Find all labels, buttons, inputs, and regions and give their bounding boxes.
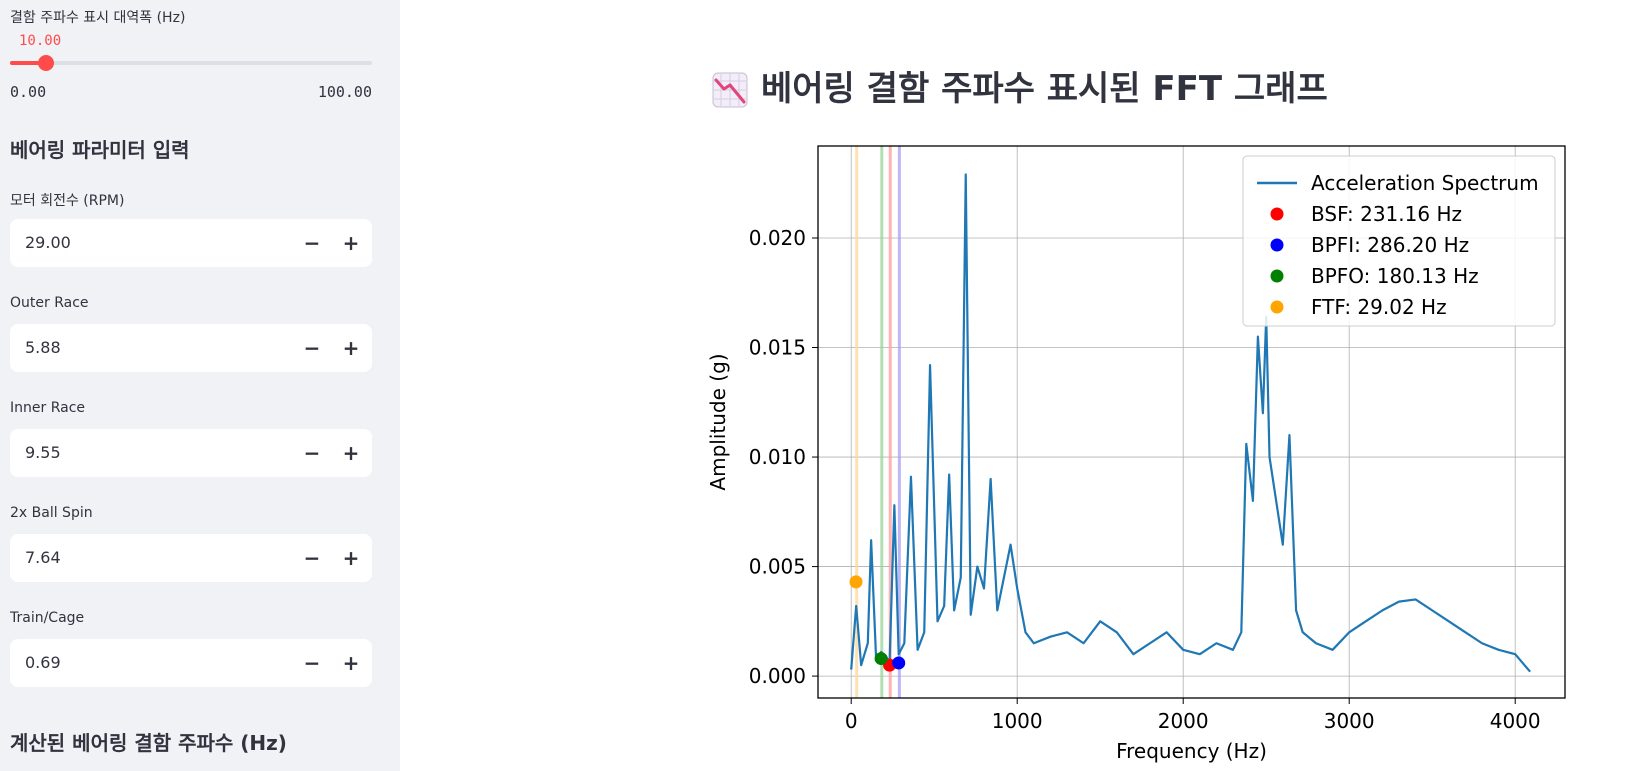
x-tick-label: 0 — [845, 709, 858, 733]
slider-max-label: 100.00 — [317, 83, 372, 101]
slider-min-label: 0.00 — [10, 83, 47, 101]
train-cage-label: Train/Cage — [10, 610, 85, 626]
y-tick-label: 0.020 — [749, 226, 806, 250]
inner-race-increment-button[interactable]: + — [342, 441, 360, 465]
rpm-label: 모터 회전수 (RPM) — [10, 193, 125, 209]
legend-label: BPFO: 180.13 Hz — [1311, 264, 1479, 288]
inner-race-decrement-button[interactable]: − — [303, 441, 321, 465]
legend: Acceleration Spectrum BSF: 231.16 Hz BPFI:… — [1242, 155, 1556, 327]
slider-fill — [10, 61, 47, 65]
outer-race-input[interactable]: 5.88 − + — [10, 324, 372, 372]
defect-band — [855, 146, 859, 698]
ball-spin-label: 2x Ball Spin — [10, 505, 93, 521]
legend-label: FTF: 29.02 Hz — [1311, 295, 1447, 319]
bearing-params-heading: 베어링 파라미터 입력 — [10, 138, 190, 162]
chart-decreasing-icon — [712, 72, 748, 108]
defect-band — [880, 146, 884, 698]
rpm-decrement-button[interactable]: − — [303, 231, 321, 255]
fft-chart: 0 1000 2000 3000 4000 0.000 0.005 0.010 0.015 0.0… — [706, 145, 1566, 763]
legend-label: BSF: 231.16 Hz — [1311, 202, 1462, 226]
page-title: 베어링 결함 주파수 표시된 FFT 그래프 — [761, 69, 1328, 109]
ball-spin-value[interactable]: 7.64 — [25, 548, 61, 567]
x-axis-label: Frequency (Hz) — [1116, 739, 1267, 763]
bandwidth-slider[interactable] — [10, 55, 372, 71]
y-tick-label: 0.015 — [749, 336, 806, 360]
x-tick-label: 3000 — [1324, 709, 1375, 733]
ball-spin-increment-button[interactable]: + — [342, 546, 360, 570]
legend-marker-swatch — [1270, 300, 1284, 314]
x-tick-label: 1000 — [992, 709, 1043, 733]
train-cage-input[interactable]: 0.69 − + — [10, 639, 372, 687]
outer-race-decrement-button[interactable]: − — [303, 336, 321, 360]
legend-marker-swatch — [1270, 269, 1284, 283]
legend-box — [1242, 155, 1556, 327]
y-tick-label: 0.005 — [749, 555, 806, 579]
bandwidth-slider-value: 10.00 — [19, 33, 62, 49]
ball-spin-input[interactable]: 7.64 − + — [10, 534, 372, 582]
defect-marker — [892, 656, 906, 670]
defect-marker — [849, 575, 863, 589]
y-axis-label: Amplitude (g) — [706, 353, 730, 490]
legend-marker-swatch — [1270, 207, 1284, 221]
rpm-value[interactable]: 29.00 — [25, 233, 71, 252]
slider-thumb[interactable] — [38, 55, 55, 71]
defect-marker — [874, 652, 888, 666]
plot-frame — [817, 145, 1566, 699]
x-tick-label: 2000 — [1158, 709, 1209, 733]
rpm-input[interactable]: 29.00 − + — [10, 219, 372, 267]
train-cage-decrement-button[interactable]: − — [303, 651, 321, 675]
x-tick-label: 4000 — [1490, 709, 1541, 733]
train-cage-value[interactable]: 0.69 — [25, 653, 61, 672]
legend-label: BPFI: 286.20 Hz — [1311, 233, 1469, 257]
ball-spin-decrement-button[interactable]: − — [303, 546, 321, 570]
inner-race-value[interactable]: 9.55 — [25, 443, 61, 462]
computed-frequencies-heading: 계산된 베어링 결함 주파수 (Hz) — [10, 731, 287, 755]
legend-label: Acceleration Spectrum — [1311, 171, 1539, 195]
outer-race-label: Outer Race — [10, 295, 89, 311]
y-tick-label: 0.000 — [749, 664, 806, 688]
inner-race-label: Inner Race — [10, 400, 86, 416]
sidebar: 결함 주파수 표시 대역폭 (Hz) 10.00 0.00 100.00 베어링… — [0, 0, 400, 771]
bandwidth-slider-label: 결함 주파수 표시 대역폭 (Hz) — [10, 10, 186, 26]
defect-band — [888, 146, 892, 698]
train-cage-increment-button[interactable]: + — [342, 651, 360, 675]
legend-marker-swatch — [1270, 238, 1284, 252]
outer-race-increment-button[interactable]: + — [342, 336, 360, 360]
y-tick-label: 0.010 — [749, 445, 806, 469]
inner-race-input[interactable]: 9.55 − + — [10, 429, 372, 477]
defect-band — [897, 146, 901, 698]
rpm-increment-button[interactable]: + — [342, 231, 360, 255]
outer-race-value[interactable]: 5.88 — [25, 338, 61, 357]
spectrum-line — [850, 173, 1531, 673]
